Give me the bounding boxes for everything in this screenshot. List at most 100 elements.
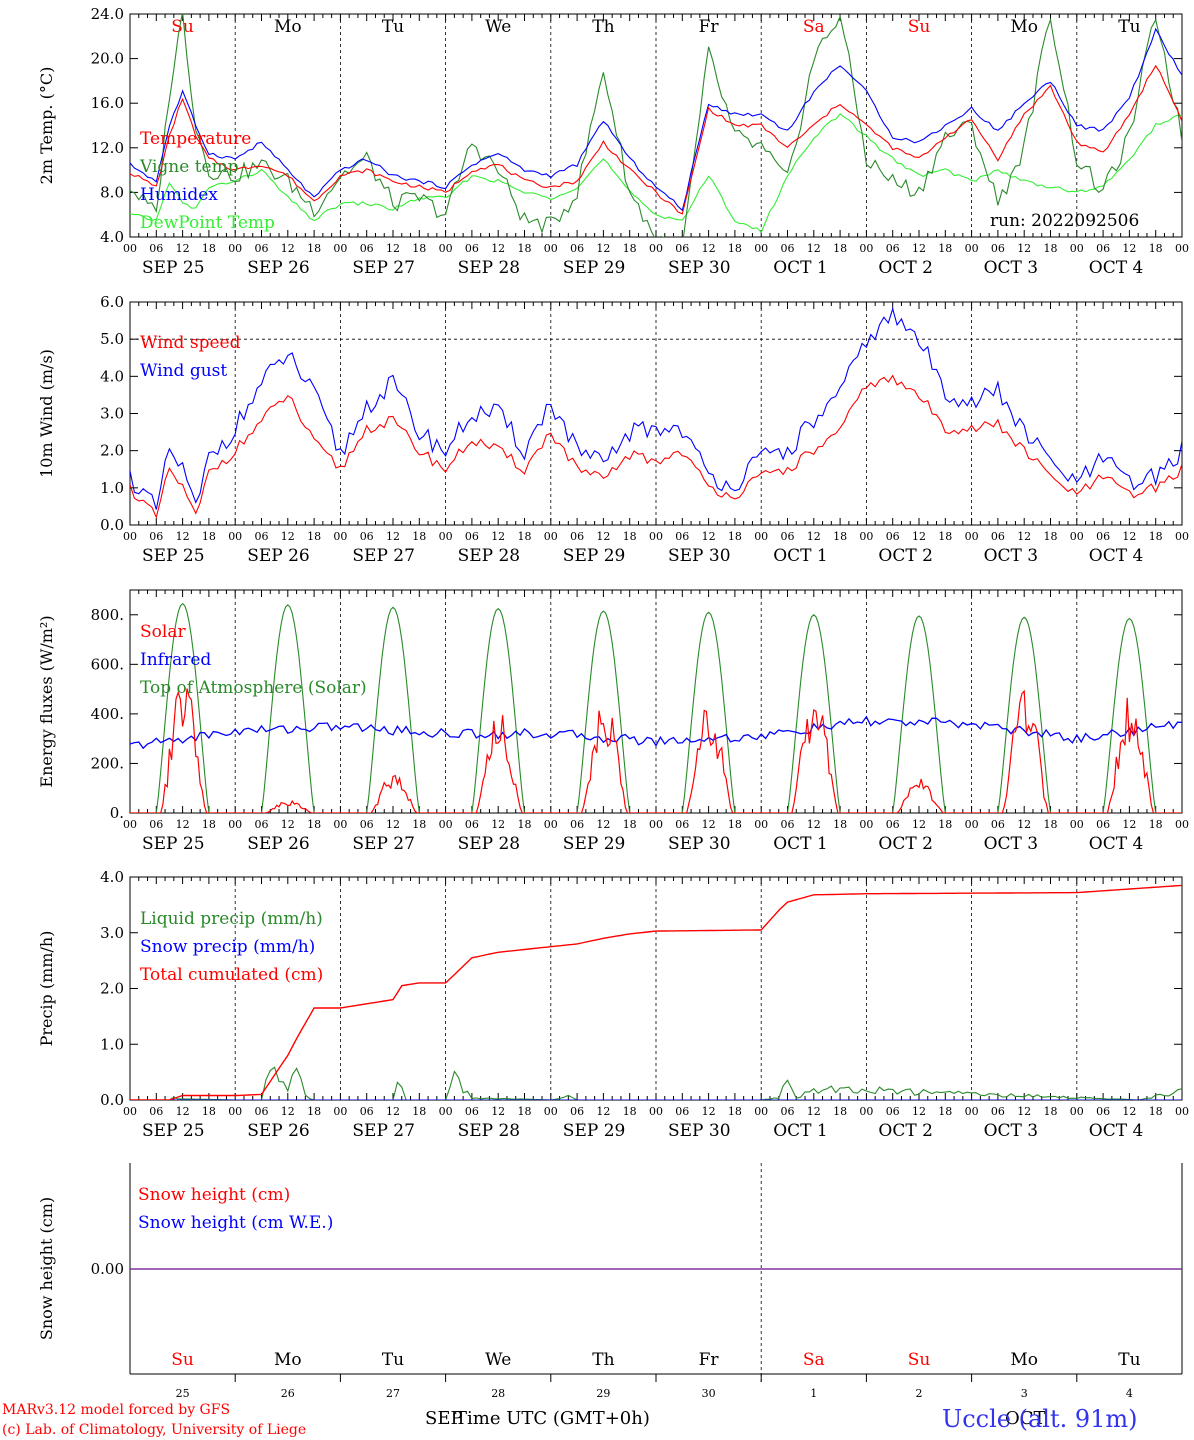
hour-label: 06 — [991, 530, 1005, 543]
date-label: SEP 28 — [458, 546, 521, 566]
y-tick-label: 12.0 — [91, 139, 124, 157]
date-label: SEP 30 — [668, 834, 731, 854]
hour-label: 06 — [149, 530, 163, 543]
hour-label: 18 — [1044, 818, 1058, 831]
y-tick-label: 1.0 — [100, 1035, 124, 1053]
hour-label: 18 — [623, 1105, 637, 1118]
day-of-week-label: Mo — [1010, 17, 1038, 37]
hour-label: 12 — [386, 242, 400, 255]
series-line — [130, 374, 1182, 519]
date-label: OCT 4 — [1089, 258, 1144, 278]
date-label: OCT 2 — [878, 258, 933, 278]
date-label: OCT 3 — [984, 546, 1039, 566]
hour-label: 18 — [1149, 242, 1163, 255]
hour-label: 06 — [360, 1105, 374, 1118]
day-number-label: 26 — [281, 1387, 295, 1400]
series-group — [130, 602, 1182, 813]
location-label: Uccle (alt. 91m) — [942, 1405, 1138, 1433]
hour-label: 00 — [123, 530, 137, 543]
hour-label: 00 — [1175, 530, 1189, 543]
y-tick-label: 8.0 — [100, 183, 124, 201]
hour-label: 12 — [176, 530, 190, 543]
legend-entry: Liquid precip (mm/h) — [140, 909, 323, 929]
hour-label: 18 — [518, 530, 532, 543]
date-label: OCT 4 — [1089, 834, 1144, 854]
day-number-label: 27 — [386, 1387, 400, 1400]
hour-label: 06 — [570, 1105, 584, 1118]
date-label: SEP 28 — [458, 834, 521, 854]
hour-label: 18 — [938, 818, 952, 831]
hour-label: 06 — [886, 530, 900, 543]
series-line — [130, 602, 1182, 813]
hour-label: 00 — [1175, 242, 1189, 255]
y-tick-label: 3.0 — [100, 405, 124, 423]
day-of-week-label: Su — [171, 1350, 194, 1370]
date-label: OCT 3 — [984, 1121, 1039, 1141]
hour-label: 06 — [675, 242, 689, 255]
hour-label: 00 — [965, 530, 979, 543]
hour-label: 12 — [1017, 1105, 1031, 1118]
hour-label: 18 — [1044, 1105, 1058, 1118]
hour-label: 18 — [518, 1105, 532, 1118]
day-number-label: 4 — [1126, 1387, 1133, 1400]
hour-label: 06 — [255, 818, 269, 831]
hour-label: 00 — [859, 242, 873, 255]
day-of-week-label: Tu — [1118, 17, 1140, 37]
hour-label: 12 — [807, 818, 821, 831]
hour-label: 12 — [176, 1105, 190, 1118]
hour-label: 00 — [1070, 818, 1084, 831]
legend-entry: Wind speed — [140, 333, 241, 353]
panel-frame — [129, 13, 1183, 238]
date-label: OCT 3 — [984, 834, 1039, 854]
hour-label: 00 — [544, 818, 558, 831]
legend-entry: Snow precip (mm/h) — [140, 937, 315, 957]
series-group — [130, 884, 1182, 1100]
date-label: OCT 2 — [878, 834, 933, 854]
legend-entry: Top of Atmosphere (Solar) — [140, 678, 367, 698]
legend-entry: Wind gust — [140, 361, 227, 381]
hour-label: 06 — [991, 1105, 1005, 1118]
day-of-week-label: Th — [592, 1350, 614, 1370]
hour-label: 00 — [544, 530, 558, 543]
hour-label: 12 — [596, 818, 610, 831]
date-label: OCT 2 — [878, 546, 933, 566]
hour-label: 18 — [202, 1105, 216, 1118]
date-label: SEP 26 — [247, 834, 310, 854]
hour-label: 12 — [912, 818, 926, 831]
hour-label: 06 — [675, 1105, 689, 1118]
date-label: OCT 1 — [773, 546, 828, 566]
hour-label: 00 — [1070, 530, 1084, 543]
hour-label: 18 — [518, 818, 532, 831]
y-tick-label: 20.0 — [91, 50, 124, 68]
hour-label: 00 — [859, 530, 873, 543]
date-label: SEP 30 — [668, 258, 731, 278]
hour-label: 18 — [1149, 818, 1163, 831]
hour-label: 06 — [1096, 1105, 1110, 1118]
hour-label: 06 — [465, 818, 479, 831]
hour-label: 00 — [754, 530, 768, 543]
legend-entry: Snow height (cm W.E.) — [138, 1213, 333, 1233]
hour-label: 00 — [859, 818, 873, 831]
legend-entry: Vigne temp — [139, 157, 239, 177]
series-group — [130, 14, 1182, 237]
day-number-label: 25 — [176, 1387, 190, 1400]
bottom-month-overlap: SEP — [425, 1408, 463, 1429]
day-number-label: 29 — [596, 1387, 610, 1400]
series-line — [130, 715, 1182, 750]
hour-label: 00 — [439, 1105, 453, 1118]
hour-label: 00 — [649, 1105, 663, 1118]
series-line — [130, 14, 1182, 237]
hour-label: 18 — [833, 818, 847, 831]
hour-label: 00 — [228, 242, 242, 255]
hour-label: 18 — [1044, 530, 1058, 543]
hour-label: 06 — [255, 1105, 269, 1118]
date-label: SEP 29 — [563, 258, 626, 278]
hour-label: 12 — [281, 242, 295, 255]
hour-label: 12 — [176, 818, 190, 831]
day-of-week-label: Mo — [274, 1350, 302, 1370]
day-of-week-label: Th — [592, 17, 614, 37]
hour-label: 00 — [333, 242, 347, 255]
hour-label: 00 — [1175, 1105, 1189, 1118]
hour-label: 06 — [991, 242, 1005, 255]
